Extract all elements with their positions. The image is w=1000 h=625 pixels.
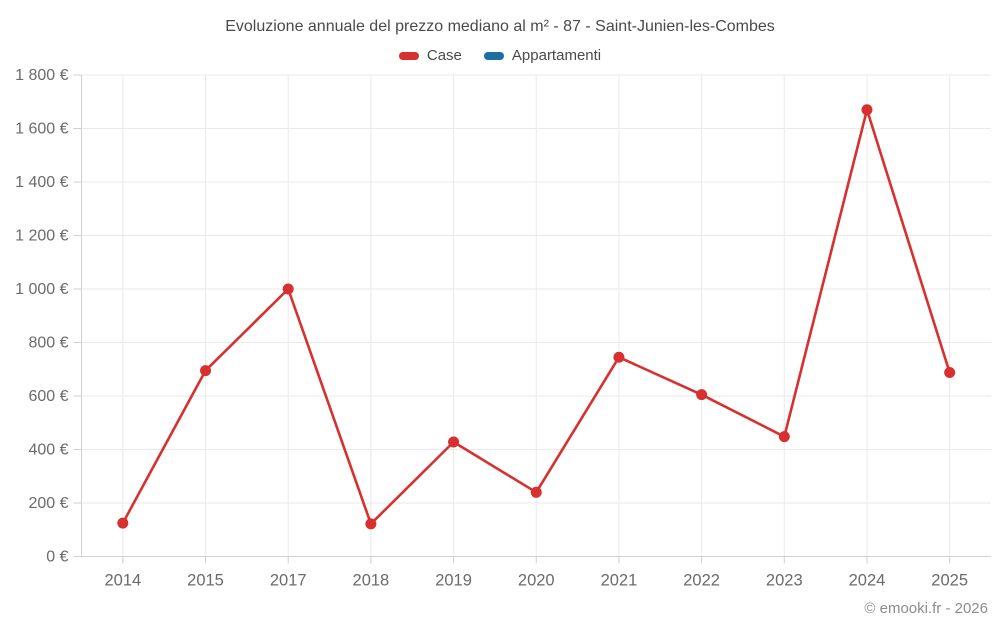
x-axis-label: 2019 (435, 572, 472, 590)
x-axis-label: 2018 (353, 572, 390, 590)
y-axis-label: 0 € (46, 549, 68, 566)
data-point-2018[interactable] (365, 518, 377, 530)
data-point-2014[interactable] (117, 517, 129, 529)
legend-label-appartamenti: Appartamenti (511, 47, 602, 64)
y-axis-label: 1 200 € (15, 228, 68, 245)
legend-item-case[interactable]: Case (398, 47, 462, 64)
chart-title: Evoluzione annuale del prezzo mediano al… (225, 18, 775, 35)
x-axis-label: 2015 (187, 572, 224, 590)
case-series-swatch-icon (398, 51, 419, 60)
y-axis-label: 1 000 € (15, 281, 68, 298)
x-axis-label: 2023 (766, 572, 803, 590)
x-axis-label: 2021 (601, 572, 638, 590)
data-point-2025[interactable] (944, 366, 956, 378)
x-axis-label: 2025 (931, 572, 968, 590)
y-axis-label: 800 € (28, 335, 68, 352)
data-point-2021[interactable] (613, 351, 625, 363)
y-axis-label: 600 € (28, 388, 68, 405)
x-axis-label: 2022 (683, 572, 720, 590)
x-axis-label: 2017 (270, 572, 307, 590)
appartamenti-series-swatch-icon (483, 51, 504, 60)
data-point-2023[interactable] (778, 431, 790, 443)
data-point-2017[interactable] (282, 283, 294, 295)
y-axis-label: 1 400 € (15, 174, 68, 191)
legend-label-case: Case (426, 47, 462, 64)
data-point-2015[interactable] (200, 365, 212, 377)
data-point-2019[interactable] (448, 436, 460, 448)
x-axis-label: 2024 (849, 572, 886, 590)
x-axis-label: 2014 (104, 572, 141, 590)
data-point-2020[interactable] (530, 486, 542, 498)
data-point-2024[interactable] (861, 104, 873, 116)
chart-legend: Case Appartamenti (0, 47, 1000, 64)
y-axis-label: 200 € (28, 495, 68, 512)
x-axis-label: 2020 (518, 572, 555, 590)
data-point-2022[interactable] (696, 389, 708, 401)
y-axis-label: 1 600 € (15, 121, 68, 138)
legend-item-appartamenti[interactable]: Appartamenti (483, 47, 602, 64)
y-axis-label: 400 € (28, 442, 68, 459)
y-axis-label: 1 800 € (15, 67, 68, 84)
footer-credit: © emooki.fr - 2026 (864, 600, 988, 617)
